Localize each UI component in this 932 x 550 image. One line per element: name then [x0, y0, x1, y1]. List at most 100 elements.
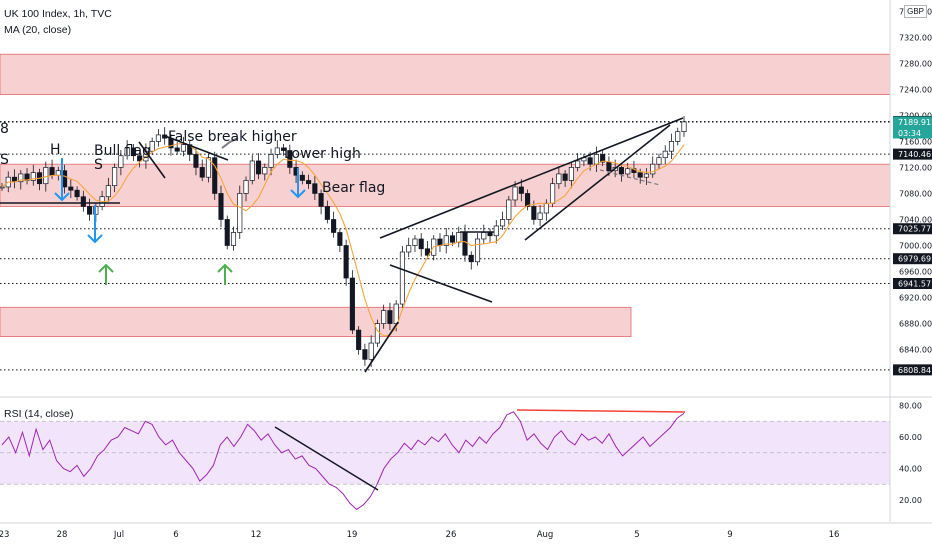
candle-87[interactable]: [543, 202, 549, 214]
candle-32[interactable]: [199, 167, 205, 178]
candle-35[interactable]: [218, 193, 224, 220]
candle-40[interactable]: [249, 160, 255, 181]
candle-25[interactable]: [155, 134, 161, 142]
candle-90[interactable]: [562, 173, 568, 181]
candle-88[interactable]: [550, 183, 556, 204]
price-tag-2[interactable]: [893, 148, 932, 160]
candle-91[interactable]: [568, 167, 574, 181]
candle-29[interactable]: [180, 144, 186, 152]
candle-78[interactable]: [487, 232, 493, 237]
candle-33[interactable]: [205, 157, 212, 178]
candle-56[interactable]: [349, 277, 355, 331]
candle-41[interactable]: [255, 160, 262, 175]
trendline-6[interactable]: [364, 321, 399, 373]
candle-106[interactable]: [662, 150, 668, 159]
candle-73[interactable]: [456, 232, 462, 243]
trendline-4[interactable]: [389, 264, 493, 303]
candle-105[interactable]: [656, 157, 662, 165]
candle-11[interactable]: [68, 186, 74, 191]
candle-96[interactable]: [600, 154, 606, 163]
rsi-pane[interactable]: [0, 409, 890, 511]
price-tag-5[interactable]: [893, 278, 932, 290]
candle-3[interactable]: [18, 173, 24, 183]
zone-2[interactable]: [0, 306, 632, 337]
candle-97[interactable]: [606, 161, 612, 172]
candle-66[interactable]: [412, 238, 418, 246]
candle-28[interactable]: [174, 147, 180, 152]
candle-89[interactable]: [556, 173, 562, 185]
candle-37[interactable]: [230, 232, 237, 246]
candle-5[interactable]: [30, 172, 36, 181]
candle-39[interactable]: [243, 180, 249, 194]
currency-badge[interactable]: GBP: [904, 5, 927, 18]
price-tag-6[interactable]: [893, 364, 932, 376]
candle-82[interactable]: [512, 186, 518, 201]
candle-17[interactable]: [105, 185, 111, 198]
candle-52[interactable]: [324, 206, 330, 220]
trendline-1[interactable]: [138, 141, 166, 179]
candle-104[interactable]: [650, 163, 656, 175]
up-arrow-icon[interactable]: [98, 263, 114, 285]
candle-8[interactable]: [49, 167, 55, 176]
candle-0[interactable]: [0, 186, 5, 189]
candle-46[interactable]: [287, 150, 293, 168]
candle-72[interactable]: [449, 235, 456, 243]
candle-75[interactable]: [468, 254, 474, 263]
candle-71[interactable]: [443, 235, 449, 246]
down-arrow-icon[interactable]: [87, 205, 103, 244]
candle-63[interactable]: [393, 303, 399, 324]
candle-55[interactable]: [343, 245, 349, 279]
candle-95[interactable]: [593, 154, 599, 165]
candle-61[interactable]: [381, 310, 387, 324]
candle-50[interactable]: [312, 183, 318, 194]
down-arrow-icon[interactable]: [54, 158, 70, 202]
trendline-3[interactable]: [379, 117, 684, 239]
rsi-trendline[interactable]: [274, 426, 379, 491]
candle-84[interactable]: [525, 193, 531, 207]
candle-22[interactable]: [137, 155, 143, 162]
candle-68[interactable]: [424, 248, 431, 256]
candle-44[interactable]: [274, 147, 280, 155]
price-tag-3[interactable]: [893, 223, 932, 235]
candle-18[interactable]: [112, 167, 118, 187]
ma-line[interactable]: [1, 142, 685, 337]
candle-60[interactable]: [374, 323, 380, 344]
candle-24[interactable]: [149, 141, 155, 152]
candle-100[interactable]: [625, 168, 631, 175]
candle-45[interactable]: [281, 147, 287, 151]
candle-14[interactable]: [87, 206, 93, 215]
candle-34[interactable]: [212, 157, 218, 194]
candle-92[interactable]: [575, 160, 581, 168]
candle-107[interactable]: [668, 141, 675, 152]
candle-99[interactable]: [618, 167, 624, 175]
candle-80[interactable]: [500, 219, 506, 227]
candle-43[interactable]: [268, 154, 274, 168]
candle-64[interactable]: [399, 251, 405, 305]
candle-36[interactable]: [224, 219, 230, 246]
candle-108[interactable]: [675, 131, 681, 142]
trendline-8[interactable]: [599, 169, 661, 186]
candle-57[interactable]: [356, 329, 362, 350]
candle-38[interactable]: [237, 193, 243, 233]
candle-59[interactable]: [368, 342, 374, 360]
trendline-5[interactable]: [524, 124, 671, 241]
candle-53[interactable]: [331, 219, 337, 233]
candle-103[interactable]: [643, 173, 650, 178]
candle-51[interactable]: [318, 193, 324, 207]
candle-49[interactable]: [306, 180, 312, 185]
candle-77[interactable]: [481, 232, 487, 240]
candle-10[interactable]: [62, 170, 68, 188]
candle-13[interactable]: [80, 196, 86, 207]
candle-42[interactable]: [262, 167, 268, 175]
candle-102[interactable]: [637, 172, 643, 178]
candle-83[interactable]: [518, 186, 524, 194]
candle-74[interactable]: [462, 232, 468, 256]
candle-65[interactable]: [406, 245, 412, 253]
candle-81[interactable]: [506, 199, 512, 220]
candle-12[interactable]: [74, 189, 80, 198]
candle-76[interactable]: [474, 238, 481, 263]
trendline-2[interactable]: [164, 135, 229, 161]
zone-1[interactable]: [0, 163, 891, 207]
candle-21[interactable]: [130, 147, 136, 157]
